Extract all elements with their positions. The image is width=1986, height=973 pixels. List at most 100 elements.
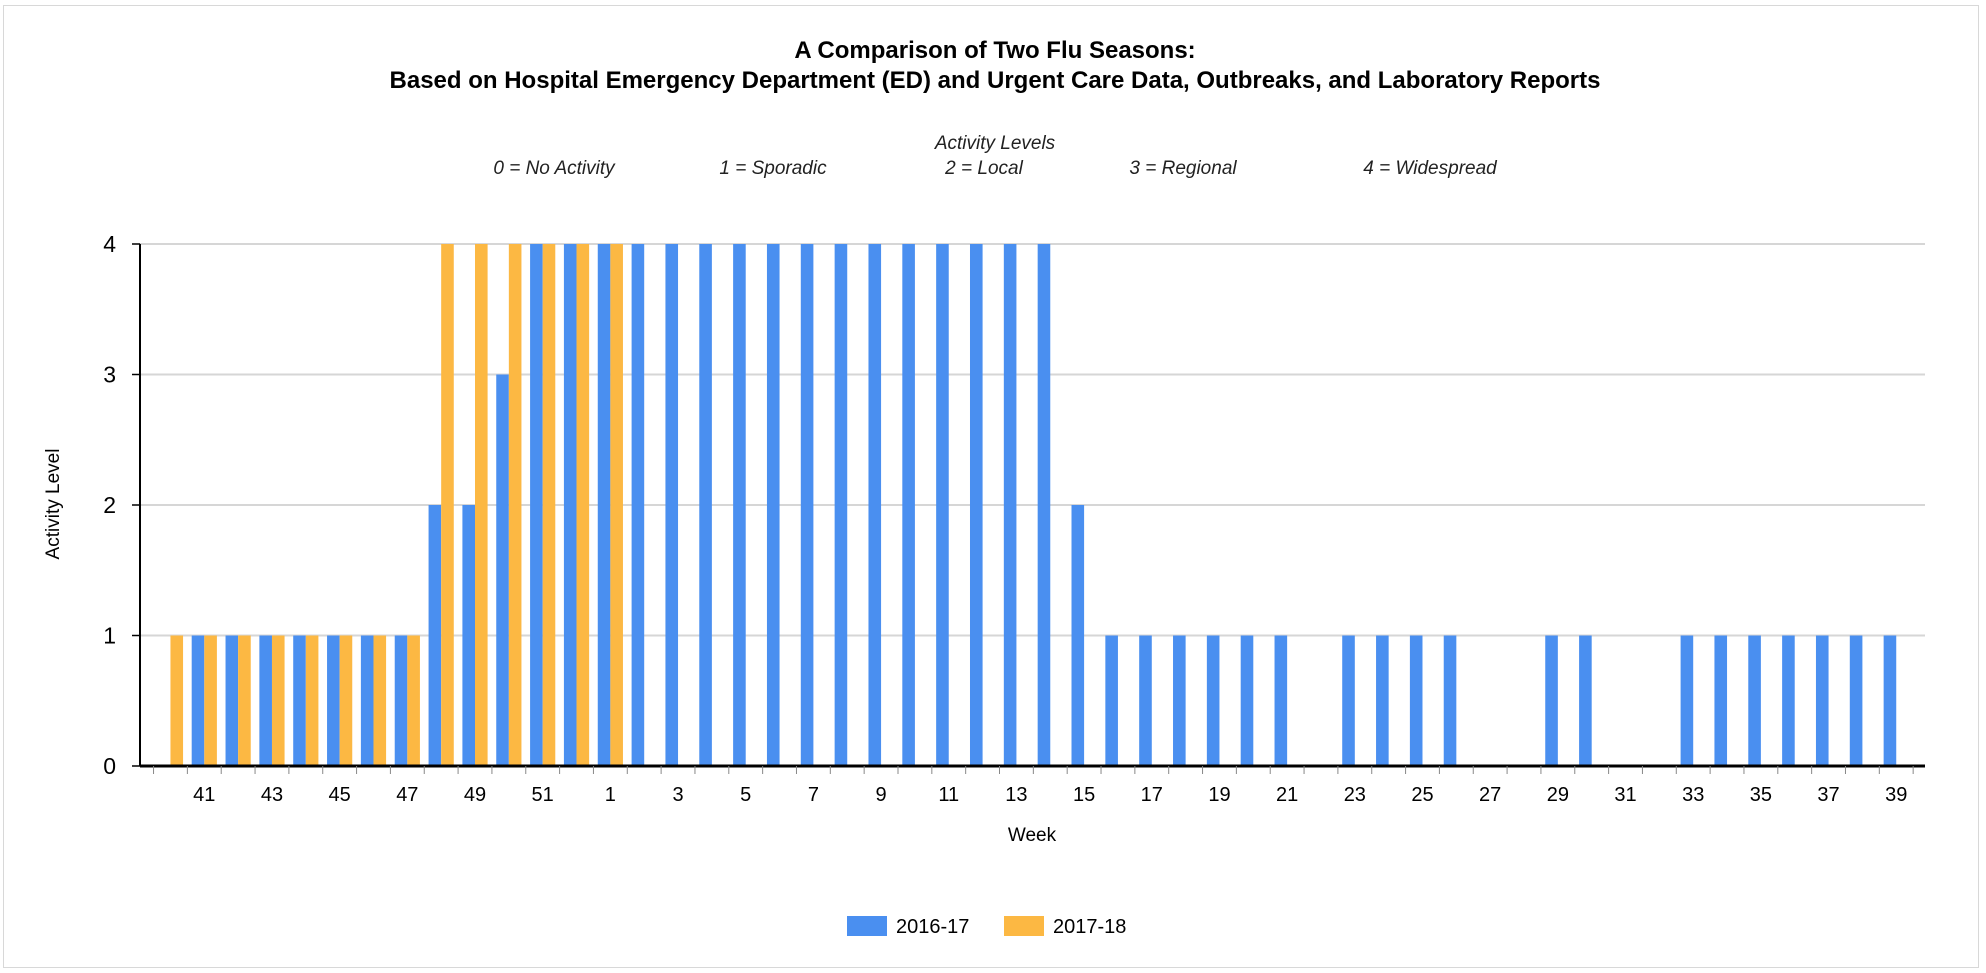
bar [1342,635,1355,766]
bar [868,244,882,766]
x-tick-label: 33 [1682,784,1704,806]
x-tick-label: 39 [1885,784,1907,806]
y-axis-ticks: 0 1 2 3 4 [103,231,140,779]
x-tick-label: 47 [396,784,418,806]
x-tick-label: 25 [1411,784,1433,806]
bar [1139,635,1152,766]
bar [1782,635,1795,766]
x-axis-ticks: 41 43 45 47 49 51 1 3 5 7 9 11 13 15 17 19 21 23 25 27 29 31 3… [153,766,1914,806]
bar [936,244,949,766]
x-tick-label: 7 [808,784,819,806]
x-tick-label: 3 [672,784,683,806]
bar [542,244,556,766]
legend-label: 2017-18 [1053,916,1126,938]
x-tick-label: 43 [261,784,283,806]
activity-levels-heading: Activity Levels [934,133,1056,154]
bar [1849,635,1863,766]
bar [733,244,746,766]
y-tick-label: 1 [103,623,116,649]
bar [1579,635,1592,766]
x-tick-label: 17 [1141,784,1163,806]
bar [800,244,814,766]
x-tick-label: 5 [740,784,751,806]
legend-swatch [847,916,887,936]
bar [969,244,983,766]
bar [1003,244,1017,766]
bar [327,635,340,766]
bar [576,244,590,766]
bar [1206,635,1220,766]
bar [1376,635,1389,766]
bar [496,374,509,766]
x-tick-label: 11 [938,784,959,806]
activity-level-0: 0 = No Activity [493,158,616,179]
bar [170,635,184,766]
bar [1037,244,1051,766]
bar [597,244,611,766]
bar [1173,635,1186,766]
x-tick-label: 19 [1208,784,1230,806]
chart-subtitle: Based on Hospital Emergency Department (… [390,67,1601,94]
bar [1443,635,1457,766]
x-tick-label: 21 [1276,784,1298,806]
bar [462,505,476,766]
bar [1883,635,1897,766]
bar [699,244,712,766]
x-tick-label: 29 [1547,784,1569,806]
x-tick-label: 9 [876,784,887,806]
activity-level-2: 2 = Local [944,158,1023,179]
y-tick-label: 3 [103,362,116,388]
bar [225,635,239,766]
chart-title: A Comparison of Two Flu Seasons: [794,37,1195,64]
bar [508,244,522,766]
x-tick-label: 27 [1479,784,1501,806]
bar [766,244,780,766]
bar [631,244,645,766]
x-tick-label: 35 [1750,784,1772,806]
x-axis-label: Week [1008,825,1057,846]
bar [475,244,488,766]
bar [373,635,387,766]
bar [1545,635,1558,766]
x-tick-label: 1 [605,784,616,806]
y-tick-label: 2 [103,492,116,518]
bar [1815,635,1829,766]
bar [1748,635,1761,766]
bar [1409,635,1423,766]
bar [1071,505,1085,766]
legend-label: 2016-17 [896,916,969,938]
bar [428,505,442,766]
legend: 2016-17 2017-18 [847,916,1126,938]
bar [339,635,353,766]
bar [1240,635,1254,766]
x-tick-label: 51 [532,784,554,806]
bar [530,244,543,766]
y-tick-label: 0 [103,753,116,779]
activity-level-3: 3 = Regional [1129,158,1237,179]
bar [834,244,848,766]
bar [394,635,408,766]
bar [441,244,454,766]
bar [1680,635,1694,766]
x-tick-label: 49 [464,784,486,806]
activity-level-1: 1 = Sporadic [719,158,827,179]
bar [191,635,205,766]
activity-level-4: 4 = Widespread [1363,158,1498,179]
x-tick-label: 41 [193,784,215,806]
bar [1274,635,1288,766]
bar [259,635,272,766]
bar [1105,635,1118,766]
x-tick-label: 15 [1073,784,1095,806]
bar [610,244,623,766]
chart-frame [3,5,1979,968]
legend-swatch [1004,916,1044,936]
bar [293,635,306,766]
bar [902,244,915,766]
bars [170,244,1897,766]
bar [238,635,251,766]
bar [360,635,374,766]
bar [305,635,319,766]
bar [1714,635,1728,766]
y-tick-label: 4 [103,231,116,257]
